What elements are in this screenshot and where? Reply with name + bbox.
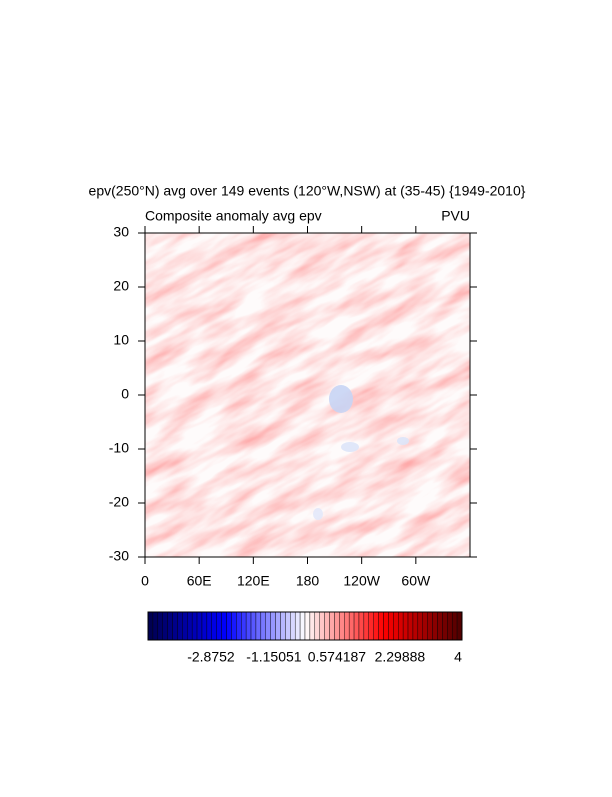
y-tick-label: 0 [121, 386, 129, 402]
colorbar-box [358, 611, 365, 641]
colorbar-box [304, 611, 311, 641]
colorbar-box [280, 611, 286, 641]
colorbar-box [157, 611, 163, 641]
colorbar-box [172, 611, 178, 641]
colorbar-box [422, 611, 428, 641]
y-tick-label: 20 [113, 278, 129, 294]
colorbar-box [265, 611, 271, 641]
colorbar-box [456, 611, 463, 641]
colorbar-box [152, 611, 159, 641]
colorbar-box [255, 611, 262, 641]
x-tick-label: 60E [187, 573, 212, 589]
colorbar-box [378, 611, 384, 641]
colorbar-box [226, 611, 232, 641]
y-tick-label: 30 [113, 224, 129, 240]
y-tick-label: -30 [109, 548, 129, 564]
colorbar-box [334, 611, 340, 641]
colorbar-box [383, 611, 389, 641]
colorbar-box [299, 611, 306, 641]
colorbar-box [241, 611, 247, 641]
colorbar-box [231, 611, 237, 641]
x-tick-label: 0 [141, 573, 149, 589]
colorbar-box [447, 611, 453, 641]
subtitle-left: Composite anomaly avg epv [145, 208, 322, 224]
x-tick-label: 60W [401, 573, 431, 589]
colorbar-box [187, 611, 193, 641]
colorbar-box [167, 611, 173, 641]
colorbar-box [319, 611, 325, 641]
colorbar-box [329, 611, 335, 641]
colorbar-box [402, 611, 409, 641]
colorbar-box [412, 611, 419, 641]
colorbar-box [275, 611, 281, 641]
colorbar-box [393, 611, 399, 641]
y-tick-label: -10 [109, 440, 129, 456]
colorbar-box [348, 611, 355, 641]
colorbar-box [309, 611, 316, 641]
colorbar-box [442, 611, 448, 641]
colorbar-box [201, 611, 208, 641]
colorbar-label: 0.574187 [308, 649, 367, 665]
colorbar-box [451, 611, 458, 641]
colorbar-box [236, 611, 242, 641]
colorbar-box [344, 611, 350, 641]
colorbar-box [407, 611, 414, 641]
colorbar-box [339, 611, 345, 641]
colorbar-box [353, 611, 360, 641]
colorbar-box [147, 611, 154, 641]
colorbar-box [250, 611, 257, 641]
colorbar-box [398, 611, 404, 641]
colorbar-box [245, 611, 252, 641]
colorbar-box [388, 611, 394, 641]
colorbar-box [363, 611, 369, 641]
colorbar-box [314, 611, 320, 641]
x-tick-label: 120E [237, 573, 270, 589]
colorbar-frame [147, 611, 463, 641]
colorbar-box [211, 611, 217, 641]
x-tick-label: 120W [343, 573, 380, 589]
y-tick-label: -20 [109, 494, 129, 510]
colorbar-label: 4 [454, 649, 462, 665]
colorbar-box [437, 611, 443, 641]
y-tick-label: 10 [113, 332, 129, 348]
colorbar-box [290, 611, 296, 641]
colorbar-box [294, 611, 301, 641]
colorbar-box [206, 611, 212, 641]
x-tick-label: 180 [296, 573, 320, 589]
colorbar-box [417, 611, 423, 641]
colorbar-box [324, 611, 330, 641]
colorbar-label: -2.8752 [187, 649, 235, 665]
colorbar-box [427, 611, 433, 641]
colorbar-label: 2.29888 [375, 649, 426, 665]
colorbar-box [221, 611, 227, 641]
chart-title: epv(250°N) avg over 149 events (120°W,NS… [89, 183, 526, 199]
colorbar-box [162, 611, 168, 641]
colorbar-box [260, 611, 266, 641]
colorbar-box [373, 611, 379, 641]
colorbar-box [191, 611, 198, 641]
colorbar-box [196, 611, 203, 641]
subtitle-right: PVU [441, 208, 470, 224]
colorbar-box [182, 611, 188, 641]
colorbar-box [368, 611, 374, 641]
colorbar-label: -1.15051 [246, 649, 301, 665]
colorbar-box [270, 611, 276, 641]
colorbar-box [285, 611, 291, 641]
colorbar-box [216, 611, 222, 641]
colorbar-box [177, 611, 183, 641]
colorbar-box [432, 611, 438, 641]
